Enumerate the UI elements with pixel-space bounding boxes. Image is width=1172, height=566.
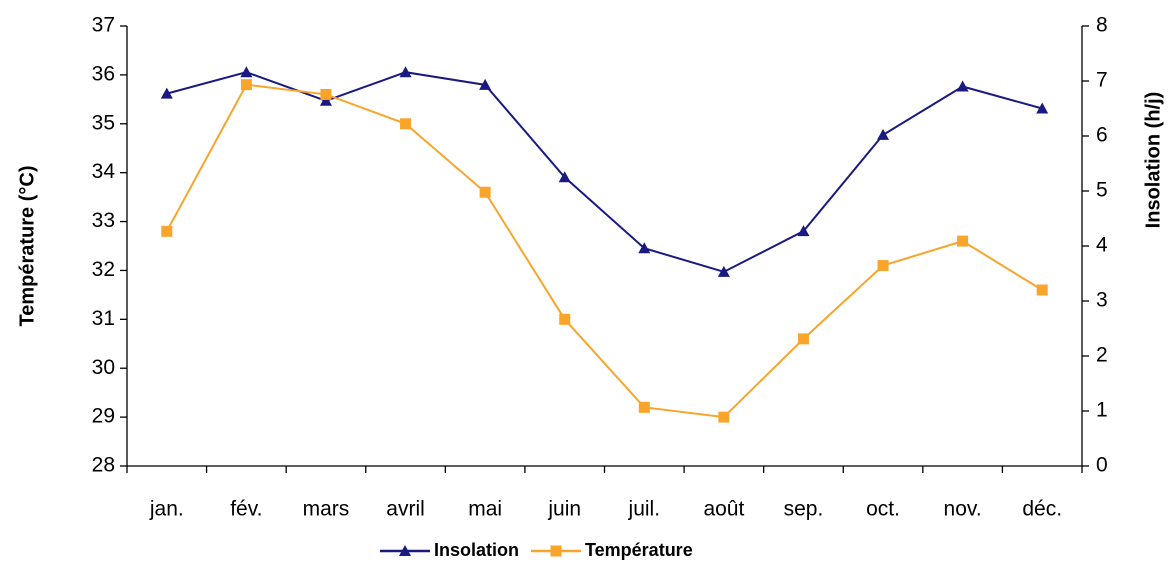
data-point [956,80,969,92]
x-tick-label: fév. [230,498,262,521]
y2-axis-title: Insolation (h/j) [1142,92,1164,229]
y-tick-label: 33 [92,209,115,232]
y2-tick-label: 7 [1096,69,1108,92]
data-point [797,225,810,237]
data-point [319,94,332,106]
data-point [797,333,809,345]
data-point [638,401,650,413]
x-tick-label: août [703,498,744,521]
y2-tick-label: 4 [1096,234,1108,257]
x-tick-label: juin [547,498,581,521]
x-tick-label: juil. [628,498,661,521]
y2-tick-label: 1 [1096,399,1108,422]
x-tick-label: jan. [149,498,184,521]
x-tick-label: sep. [784,498,824,521]
y2-tick-label: 8 [1096,14,1108,37]
x-tick-label: déc. [1022,498,1062,521]
y-tick-label: 34 [92,160,116,183]
data-point [479,78,492,90]
data-point [240,66,253,78]
x-tick-label: mai [468,498,502,521]
legend: Insolation Température [380,540,693,560]
y2-tick-label: 0 [1096,454,1108,477]
y-tick-label: 31 [92,307,115,330]
x-tick-label: mars [303,498,350,521]
y-tick-label: 32 [92,258,115,281]
data-point [558,171,571,183]
y2-tick-label: 3 [1096,289,1108,312]
legend-marker [550,545,562,557]
data-point [717,265,730,277]
data-point [877,128,890,140]
data-point [1036,284,1048,296]
series-line [165,83,1043,419]
legend-marker [399,545,411,556]
data-point [877,260,889,272]
legend-label: Insolation [434,540,519,560]
y-tick-label: 35 [92,111,115,134]
y-tick-label: 36 [92,62,115,85]
y-tick-label: 30 [92,356,115,379]
data-point [479,186,491,198]
y2-tick-label: 5 [1096,179,1108,202]
data-point [320,88,332,100]
data-point [718,411,730,423]
y2-tick-label: 6 [1096,124,1108,147]
x-tick-label: oct. [866,498,900,521]
data-point [240,79,252,91]
x-tick-label: nov. [944,498,982,521]
y-tick-label: 37 [92,14,115,37]
data-point [559,313,571,325]
data-point [1036,102,1049,114]
data-point [400,118,412,130]
series-line [166,71,1043,273]
data-point [161,225,173,237]
data-point [399,66,412,78]
data-point [638,242,651,254]
x-tick-label: avril [386,498,425,521]
y-axis-title: Température (°C) [16,166,38,327]
y-tick-label: 29 [92,405,115,428]
data-point [957,235,969,247]
legend-label: Température [585,540,693,560]
data-point [160,87,173,99]
y-tick-label: 28 [92,454,115,477]
y2-tick-label: 2 [1096,344,1108,367]
